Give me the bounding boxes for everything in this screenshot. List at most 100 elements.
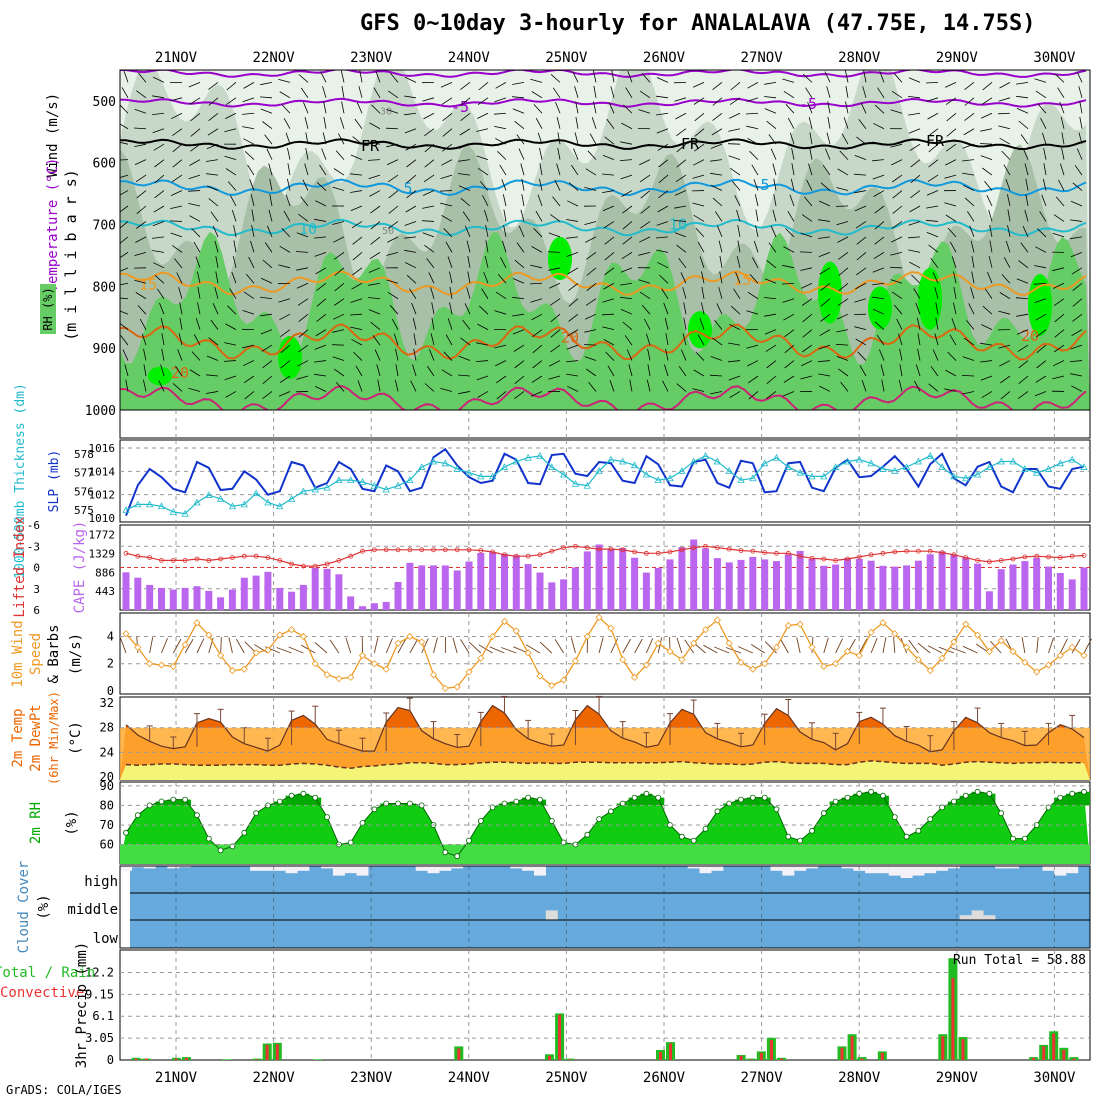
wind-barb bbox=[134, 279, 147, 284]
wind-barb bbox=[801, 282, 813, 289]
wind-barb bbox=[197, 302, 201, 315]
rh2m-point bbox=[371, 806, 378, 813]
wind-barb bbox=[333, 236, 345, 243]
wind-barb bbox=[602, 173, 615, 176]
wind-barb bbox=[404, 95, 417, 99]
li-point bbox=[880, 550, 886, 556]
li-tick: 0 bbox=[33, 562, 40, 575]
cape-bar bbox=[441, 565, 449, 610]
wind-barb bbox=[981, 324, 993, 330]
wind-barb bbox=[1071, 385, 1083, 392]
wind-barb bbox=[574, 86, 579, 98]
wind-barb bbox=[520, 209, 525, 222]
wind-barb bbox=[1033, 282, 1047, 285]
rh2m-point bbox=[832, 798, 839, 805]
li-point bbox=[785, 550, 791, 556]
wind-barb bbox=[225, 391, 237, 398]
rh2m-point bbox=[1045, 804, 1052, 811]
rh2m-point bbox=[773, 806, 780, 813]
wind-barb bbox=[619, 159, 633, 161]
wind-barb bbox=[206, 159, 219, 162]
wind-barb bbox=[215, 255, 219, 268]
wind-barb bbox=[230, 195, 237, 207]
cape-bar bbox=[607, 548, 615, 610]
wind-barb bbox=[441, 97, 453, 105]
li-point bbox=[809, 555, 815, 561]
wind-barb bbox=[120, 141, 129, 145]
wind-barb bbox=[818, 236, 831, 239]
wind-barb bbox=[175, 365, 183, 377]
millibars-axis-label: (m i l l i b a r s) bbox=[62, 169, 80, 341]
wind-barb bbox=[458, 391, 471, 395]
li-point bbox=[951, 552, 957, 558]
wind-barb bbox=[854, 205, 867, 212]
cloud-frame bbox=[119, 865, 1091, 949]
wind-barb bbox=[571, 164, 579, 176]
wind-barb bbox=[393, 333, 399, 346]
wind10m-point bbox=[926, 666, 934, 675]
wind-barb bbox=[818, 200, 831, 207]
wind-barb bbox=[1078, 86, 1083, 98]
wind-barb bbox=[351, 221, 363, 229]
wind-barb bbox=[678, 365, 687, 377]
wind-barb bbox=[422, 190, 435, 196]
wind-barb bbox=[172, 143, 183, 153]
li-point bbox=[336, 558, 342, 563]
wind-barb bbox=[989, 240, 993, 253]
wind-barb bbox=[514, 259, 525, 269]
wind10m-barb bbox=[570, 637, 576, 654]
li-point bbox=[395, 547, 401, 553]
wind-barb bbox=[915, 364, 921, 377]
wind-barb bbox=[695, 351, 705, 361]
wind-barb bbox=[1007, 209, 1011, 222]
wind-barb bbox=[591, 117, 597, 129]
wind-barb bbox=[802, 73, 813, 83]
wind-barb bbox=[801, 298, 813, 306]
li-point bbox=[478, 548, 484, 553]
wind-barb bbox=[260, 277, 273, 284]
cloud-high-bar bbox=[522, 866, 535, 871]
rh-axis-label: RH (%) bbox=[41, 287, 55, 330]
li-point bbox=[856, 554, 862, 560]
li-point bbox=[833, 558, 838, 563]
wind-barb bbox=[516, 134, 525, 145]
wind-barb bbox=[550, 74, 561, 83]
wind-barb bbox=[862, 86, 867, 98]
wind-barb bbox=[930, 257, 939, 269]
wind-barb bbox=[999, 292, 1011, 300]
thickness-point bbox=[962, 474, 970, 482]
precip-conv-bar bbox=[548, 1055, 551, 1060]
rh2m-point bbox=[655, 794, 662, 801]
wind-barb bbox=[1072, 282, 1083, 292]
temp2m-tick: 28 bbox=[100, 721, 114, 735]
cloud-level-low: low bbox=[93, 931, 119, 947]
wind-barb bbox=[656, 77, 669, 83]
wind-barb bbox=[426, 258, 435, 269]
thickness-point bbox=[394, 481, 402, 489]
wind-barb bbox=[568, 313, 579, 322]
wind-barb bbox=[512, 313, 525, 317]
wind-barb bbox=[457, 374, 471, 377]
wind-barb bbox=[478, 82, 489, 91]
wind10m-barb bbox=[228, 637, 233, 654]
wind-barb bbox=[1055, 73, 1065, 83]
wind-barb bbox=[639, 159, 651, 166]
wind10m-point bbox=[654, 639, 662, 647]
wind-barb bbox=[932, 349, 939, 361]
wind-barb bbox=[647, 364, 651, 377]
cloud-middle-bar bbox=[971, 910, 984, 920]
wind-barb bbox=[853, 173, 867, 176]
wind-barb bbox=[572, 71, 579, 83]
li-point bbox=[998, 558, 1004, 563]
wind-barb bbox=[332, 356, 345, 361]
wind10m-point bbox=[157, 661, 166, 669]
cape-bar bbox=[1056, 573, 1064, 610]
li-point bbox=[324, 561, 330, 567]
wind-barb bbox=[445, 334, 453, 346]
wind-barb bbox=[899, 364, 903, 377]
wind-barb bbox=[190, 128, 201, 137]
slp-tick: 1012 bbox=[89, 489, 116, 502]
wind-barb bbox=[482, 195, 489, 207]
wind-barb bbox=[424, 383, 435, 392]
cape-bar bbox=[501, 553, 508, 610]
